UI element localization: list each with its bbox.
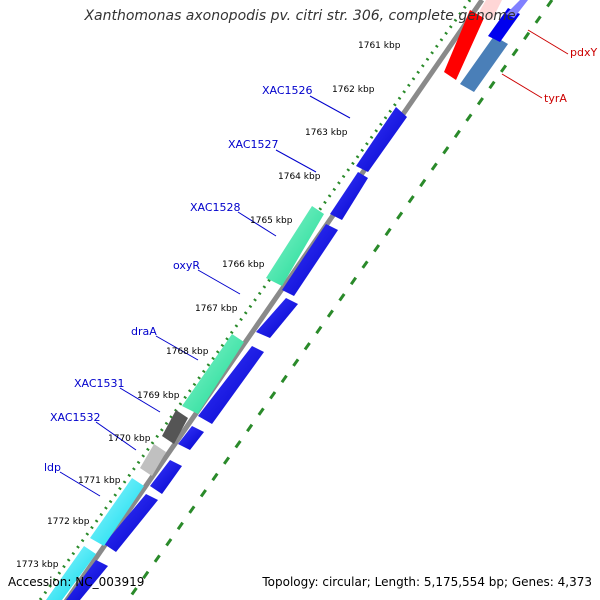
scale-label-1768: 1768 kbp: [166, 347, 209, 357]
accession-text: Accession: NC_003919: [8, 575, 145, 589]
gene-draA-rev[interactable]: [198, 346, 264, 424]
leader-oxyR: [197, 269, 241, 295]
gene-label-xac1527[interactable]: XAC1527: [228, 138, 279, 151]
gene-xac1528-rev[interactable]: [282, 224, 338, 296]
genome-title: Xanthomonas axonopodis pv. citri str. 30…: [84, 8, 516, 24]
gene-label-ldp[interactable]: ldp: [44, 461, 61, 474]
leader-pdxY: [527, 29, 569, 55]
gene-oxyR[interactable]: [256, 298, 298, 338]
gene-xac1528[interactable]: [266, 206, 324, 286]
gene-label-xac1528[interactable]: XAC1528: [190, 201, 241, 214]
leader-xac1527: [275, 149, 317, 173]
leader-xac1528: [237, 211, 277, 237]
gene-bottom-cyan[interactable]: [46, 546, 96, 600]
scale-label-1765: 1765 kbp: [250, 216, 293, 226]
scale-label-1761: 1761 kbp: [358, 41, 401, 51]
scale-labels: 1761 kbp 1762 kbp 1763 kbp 1764 kbp 1765…: [16, 41, 401, 570]
leader-draA: [155, 335, 199, 361]
scale-label-1769: 1769 kbp: [137, 391, 180, 401]
scale-label-1763: 1763 kbp: [305, 128, 348, 138]
gene-xac1527[interactable]: [330, 172, 368, 220]
scale-label-1770: 1770 kbp: [108, 434, 151, 444]
scale-label-1766: 1766 kbp: [222, 260, 265, 270]
leader-lines: [59, 95, 351, 497]
gene-label-oxyR[interactable]: oxyR: [173, 259, 200, 272]
scale-label-1767: 1767 kbp: [195, 304, 238, 314]
gene-xac1532[interactable]: [140, 444, 166, 476]
gene-label-pdxY[interactable]: pdxY: [570, 46, 597, 59]
gene-label-draA[interactable]: draA: [131, 325, 157, 338]
inner-tick-row: [38, 0, 472, 600]
gene-xac1532-rev[interactable]: [150, 460, 182, 494]
gene-label-xac1526[interactable]: XAC1526: [262, 84, 313, 97]
leader-tyrA: [501, 73, 543, 99]
genome-backbone: [63, 0, 485, 600]
gene-red-pale[interactable]: [478, 0, 502, 20]
gene-xac1531[interactable]: [162, 410, 188, 444]
scale-label-1773: 1773 kbp: [16, 560, 59, 570]
gene-label-xac1531[interactable]: XAC1531: [74, 377, 125, 390]
gene-red-pdxY[interactable]: [444, 10, 484, 80]
topology-summary: Topology: circular; Length: 5,175,554 bp…: [262, 575, 592, 589]
gene-labels: XAC1526 XAC1527 XAC1528 oxyR draA XAC153…: [44, 84, 313, 474]
leader-xac1526: [309, 95, 351, 119]
leader-xac1531: [119, 387, 161, 413]
gene-xac1526[interactable]: [356, 107, 407, 172]
far-gene-labels: pdxY tyrA: [544, 46, 597, 105]
leader-ldp: [59, 471, 101, 497]
gene-label-tyrA[interactable]: tyrA: [544, 92, 567, 105]
far-leader-lines: [501, 29, 569, 99]
gene-xac1531-rev[interactable]: [178, 426, 204, 450]
scale-label-1772: 1772 kbp: [47, 517, 90, 527]
gene-bottom-rev[interactable]: [66, 560, 108, 600]
leader-xac1532: [95, 421, 137, 451]
gene-draA[interactable]: [182, 334, 244, 414]
scale-label-1764: 1764 kbp: [278, 172, 321, 182]
gene-ldp[interactable]: [90, 478, 144, 546]
gene-steel-tyrA[interactable]: [460, 36, 508, 92]
gene-ldp-rev[interactable]: [104, 494, 158, 552]
outer-tick-row: [126, 0, 554, 600]
scale-label-1762: 1762 kbp: [332, 85, 375, 95]
scale-label-1771: 1771 kbp: [78, 476, 121, 486]
gene-blue-top2[interactable]: [506, 0, 528, 18]
gene-label-xac1532[interactable]: XAC1532: [50, 411, 101, 424]
